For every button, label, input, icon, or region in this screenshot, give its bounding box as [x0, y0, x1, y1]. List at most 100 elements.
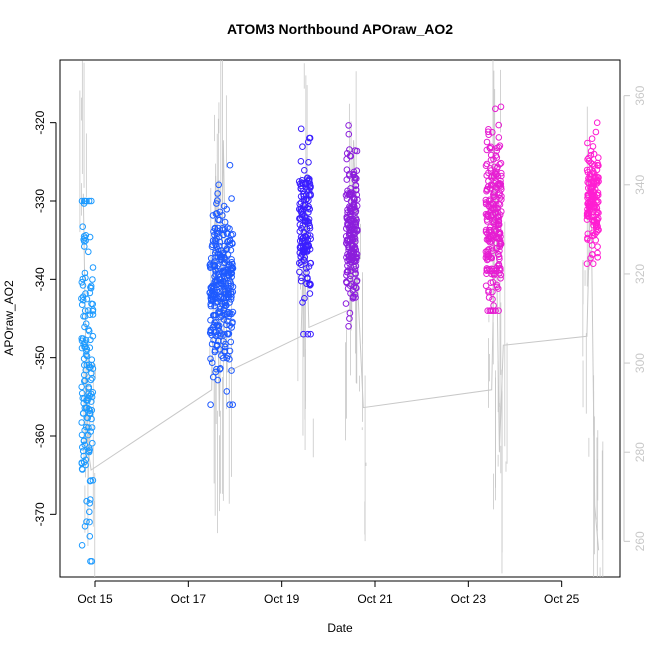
data-point-1-255 — [224, 294, 232, 301]
data-point-3-22 — [345, 323, 352, 330]
data-point-0-58 — [89, 264, 97, 271]
chart-title: ATOM3 Northbound APOraw_AO2 — [227, 21, 453, 37]
data-point-5-71 — [586, 166, 594, 173]
data-point-5-149 — [586, 203, 594, 210]
data-point-3-189 — [349, 236, 356, 243]
data-point-4-179 — [495, 143, 503, 151]
data-point-3-127 — [352, 269, 359, 277]
data-point-4-221 — [493, 221, 500, 228]
data-point-0-134 — [87, 558, 94, 565]
data-point-1-181 — [215, 324, 222, 331]
data-point-1-103 — [207, 401, 214, 409]
data-point-5-155 — [584, 209, 592, 217]
data-point-5-93 — [583, 212, 591, 220]
y-tick-label-3: -350 — [33, 345, 47, 369]
data-point-0-88 — [78, 295, 85, 302]
data-point-0-114 — [88, 415, 95, 423]
data-point-1-270 — [221, 343, 229, 351]
data-point-2-147 — [303, 217, 311, 225]
data-point-4-195 — [493, 154, 501, 161]
data-point-1-290 — [215, 337, 222, 345]
data-point-1-178 — [213, 210, 221, 217]
data-point-0-103 — [89, 311, 97, 318]
data-point-4-45 — [489, 288, 496, 296]
x-tick-label-3: Oct 21 — [357, 592, 393, 606]
data-point-3-170 — [348, 217, 356, 224]
data-point-2-140 — [305, 177, 313, 185]
data-point-1-264 — [211, 224, 219, 232]
data-point-3-142 — [344, 267, 352, 274]
data-point-5-130 — [593, 180, 601, 187]
data-point-1-190 — [228, 324, 235, 331]
data-point-5-150 — [589, 168, 597, 175]
data-point-4-231 — [486, 307, 494, 315]
data-point-1-296 — [207, 292, 215, 299]
data-point-4-229 — [496, 201, 504, 208]
plot-frame — [59, 59, 621, 578]
data-point-1-194 — [216, 346, 223, 353]
data-point-1-279 — [222, 290, 230, 298]
data-point-4-182 — [488, 205, 496, 212]
data-point-4-197 — [493, 235, 501, 242]
data-point-3-193 — [347, 290, 354, 297]
data-point-2-29 — [301, 167, 308, 174]
data-point-3-180 — [353, 147, 361, 155]
data-point-1-124 — [227, 280, 235, 287]
y-axis-label: APOraw_AO2 — [2, 280, 16, 356]
data-point-0-10 — [89, 389, 97, 396]
data-point-1-249 — [228, 195, 235, 202]
y-tick-label-0: -320 — [33, 110, 47, 134]
data-point-0-112 — [83, 345, 91, 353]
data-point-2-72 — [303, 269, 310, 276]
data-point-2-143 — [297, 233, 305, 241]
data-point-2-68 — [303, 265, 310, 272]
data-point-0-128 — [81, 523, 89, 530]
data-point-4-207 — [487, 145, 494, 152]
data-point-4-168 — [486, 144, 494, 152]
data-point-4-237 — [492, 178, 500, 186]
data-point-3-199 — [352, 257, 360, 265]
data-point-2-136 — [307, 281, 314, 288]
data-point-0-72 — [83, 352, 91, 360]
data-point-3-183 — [345, 216, 352, 224]
data-point-1-250 — [216, 273, 223, 281]
data-point-2-37 — [300, 330, 307, 338]
data-point-4-140 — [496, 255, 503, 263]
data-point-1-206 — [225, 331, 232, 338]
data-point-1-299 — [221, 268, 228, 276]
data-point-4-222 — [491, 216, 499, 224]
data-point-1-243 — [218, 256, 225, 263]
data-point-1-291 — [226, 161, 234, 169]
data-point-5-61 — [584, 156, 591, 163]
data-point-3-181 — [347, 280, 355, 288]
data-point-3-152 — [343, 213, 351, 221]
x-tick-label-0: Oct 15 — [77, 592, 113, 606]
data-point-2-132 — [300, 179, 307, 187]
data-point-4-181 — [484, 186, 491, 194]
data-point-2-128 — [306, 134, 313, 142]
data-point-1-147 — [226, 347, 234, 355]
data-point-3-19 — [346, 309, 354, 317]
data-point-4-232 — [494, 262, 501, 270]
data-point-3-80 — [342, 192, 350, 199]
data-point-3-51 — [351, 266, 359, 273]
data-point-0-57 — [82, 274, 89, 282]
data-point-0-105 — [78, 279, 86, 286]
data-point-0-73 — [89, 300, 96, 308]
data-point-0-84 — [81, 197, 88, 205]
data-point-3-98 — [346, 315, 353, 322]
data-point-5-134 — [589, 184, 596, 192]
data-point-3-192 — [351, 204, 358, 211]
data-point-3-42 — [345, 130, 353, 138]
data-point-1-216 — [211, 254, 219, 261]
data-point-0-119 — [78, 465, 86, 473]
data-point-4-115 — [498, 208, 505, 215]
data-point-3-197 — [348, 256, 355, 264]
data-point-3-70 — [344, 262, 351, 270]
y-tick-label-1: -330 — [33, 189, 47, 213]
data-point-4-180 — [496, 266, 503, 273]
data-point-2-126 — [300, 193, 308, 200]
data-point-2-112 — [296, 259, 303, 267]
data-point-4-172 — [485, 126, 492, 133]
data-point-4-215 — [485, 235, 492, 243]
